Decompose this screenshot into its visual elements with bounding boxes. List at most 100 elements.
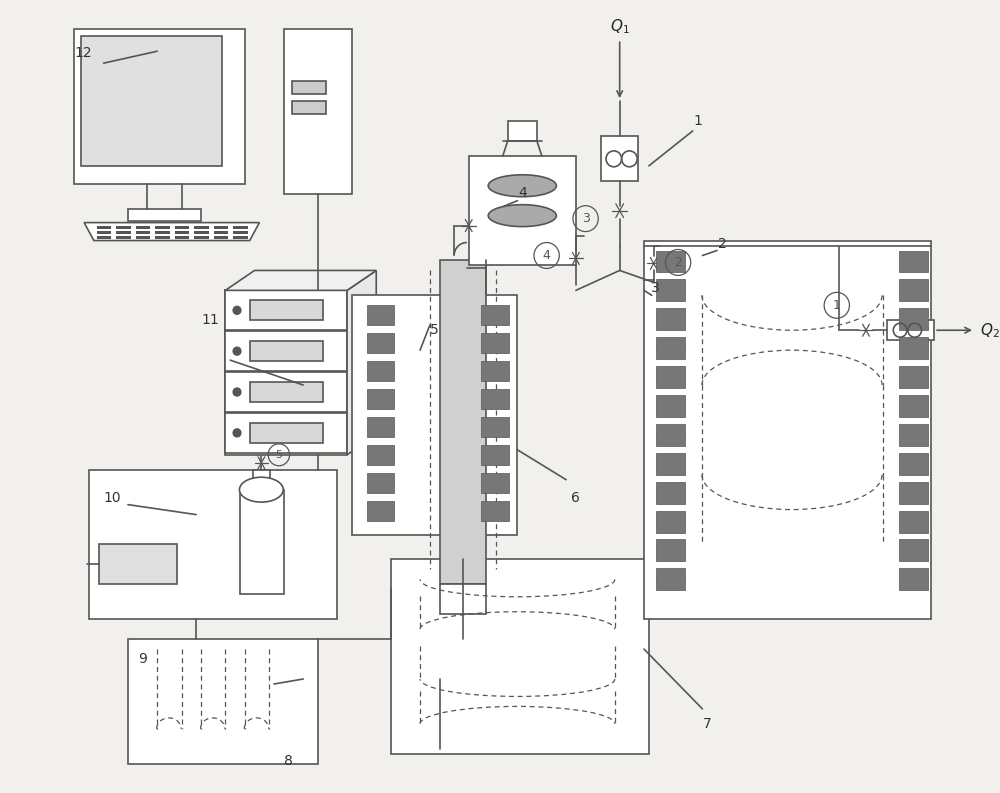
Circle shape <box>233 306 241 314</box>
Bar <box>116 236 131 239</box>
Bar <box>214 231 228 234</box>
Bar <box>155 236 170 239</box>
Circle shape <box>233 429 241 437</box>
Bar <box>481 445 509 465</box>
Bar <box>74 29 245 184</box>
Bar <box>136 225 150 228</box>
Bar <box>250 341 323 361</box>
Bar <box>136 236 150 239</box>
Bar <box>292 101 326 114</box>
Bar <box>175 231 189 234</box>
Bar <box>89 469 337 619</box>
Bar <box>367 500 394 520</box>
Bar <box>469 156 576 266</box>
Circle shape <box>233 388 241 396</box>
Bar <box>656 279 685 301</box>
Text: 2: 2 <box>718 236 726 251</box>
Bar <box>214 236 228 239</box>
Bar <box>656 395 685 417</box>
Text: 1: 1 <box>693 114 702 128</box>
Polygon shape <box>225 270 376 290</box>
Bar <box>656 337 685 359</box>
Bar <box>391 559 649 753</box>
Bar <box>97 231 111 234</box>
Bar <box>899 511 928 533</box>
Polygon shape <box>84 223 259 240</box>
Bar <box>899 424 928 446</box>
Bar <box>233 231 248 234</box>
Bar <box>116 231 131 234</box>
Bar <box>250 423 323 442</box>
Text: 4: 4 <box>518 186 527 200</box>
Bar <box>440 260 486 584</box>
Ellipse shape <box>488 174 556 197</box>
Bar <box>656 308 685 330</box>
Text: 3: 3 <box>651 282 660 295</box>
Bar <box>899 251 928 273</box>
Bar <box>97 236 111 239</box>
Bar <box>367 333 394 353</box>
Bar <box>99 545 177 584</box>
Text: $Q_2$: $Q_2$ <box>980 321 1000 339</box>
Bar <box>367 361 394 381</box>
Bar <box>481 473 509 492</box>
Bar <box>128 639 318 764</box>
Bar <box>225 331 347 371</box>
Bar <box>481 500 509 520</box>
Bar <box>481 333 509 353</box>
Bar <box>214 225 228 228</box>
Text: 2: 2 <box>674 256 682 269</box>
Bar <box>81 36 222 166</box>
Bar <box>481 305 509 325</box>
Bar <box>155 231 170 234</box>
Bar <box>656 251 685 273</box>
Bar <box>656 453 685 475</box>
Ellipse shape <box>488 205 556 227</box>
Bar <box>899 395 928 417</box>
Text: 9: 9 <box>138 652 147 666</box>
Bar <box>656 569 685 590</box>
Text: 8: 8 <box>284 753 293 768</box>
Bar <box>899 453 928 475</box>
Bar <box>292 81 326 94</box>
Bar <box>508 121 537 141</box>
Bar <box>440 584 486 615</box>
Ellipse shape <box>239 477 283 502</box>
Polygon shape <box>347 270 376 455</box>
Bar <box>225 290 347 455</box>
Bar <box>656 539 685 561</box>
Bar <box>225 413 347 453</box>
Bar <box>601 136 638 181</box>
Bar <box>367 473 394 492</box>
Bar <box>352 295 517 534</box>
Text: 12: 12 <box>74 46 92 60</box>
Bar <box>284 29 352 193</box>
Bar <box>128 209 201 220</box>
Bar <box>250 301 323 320</box>
Bar <box>656 366 685 388</box>
Bar <box>233 225 248 228</box>
Text: 3: 3 <box>582 212 590 225</box>
Bar <box>175 225 189 228</box>
Bar <box>194 231 209 234</box>
Bar <box>97 225 111 228</box>
Bar <box>481 389 509 409</box>
Bar <box>481 361 509 381</box>
Bar <box>194 225 209 228</box>
Bar <box>253 469 270 492</box>
Text: 5: 5 <box>430 324 439 337</box>
Text: 5: 5 <box>275 450 282 460</box>
Text: 6: 6 <box>571 491 580 504</box>
Bar <box>225 372 347 412</box>
Text: 10: 10 <box>104 491 121 504</box>
Bar <box>194 236 209 239</box>
Text: $Q_1$: $Q_1$ <box>610 17 630 36</box>
Bar <box>899 539 928 561</box>
Bar <box>225 290 347 330</box>
Bar <box>175 236 189 239</box>
Bar <box>481 417 509 437</box>
Bar <box>136 231 150 234</box>
Bar <box>367 417 394 437</box>
Bar <box>899 337 928 359</box>
Bar <box>899 308 928 330</box>
